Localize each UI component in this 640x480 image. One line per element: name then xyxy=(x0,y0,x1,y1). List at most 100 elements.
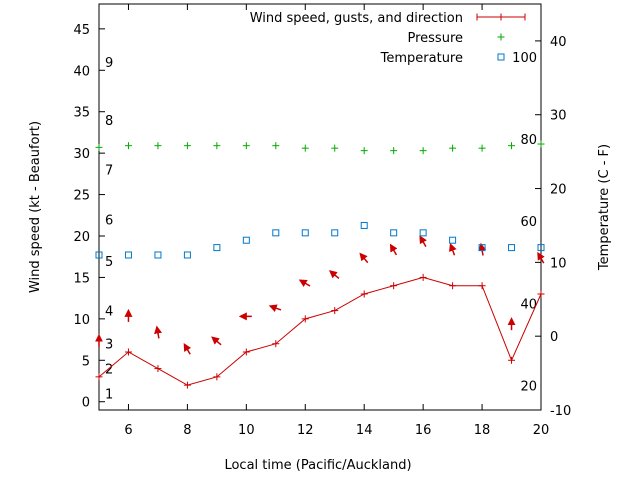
wind-speed-point xyxy=(301,315,309,323)
fahrenheit-label: 20 xyxy=(520,380,537,395)
temperature-point xyxy=(272,229,280,237)
wind-direction-arrow xyxy=(389,243,398,256)
temperature-point xyxy=(301,229,309,237)
temperature-point xyxy=(537,244,545,252)
beaufort-label: 2 xyxy=(105,363,113,378)
y2-tick-label: 0 xyxy=(550,330,558,345)
legend-label: Pressure xyxy=(407,31,463,46)
x-tick-label: 18 xyxy=(474,423,491,438)
wind-speed-point xyxy=(478,282,486,290)
y-axis-label: Wind speed (kt - Beaufort) xyxy=(28,121,43,293)
beaufort-label: 8 xyxy=(105,114,113,129)
beaufort-label: 5 xyxy=(105,255,113,270)
x-tick-label: 10 xyxy=(238,423,255,438)
y2-tick-label: 20 xyxy=(550,183,567,198)
wind-direction-arrow xyxy=(154,325,162,339)
wind-direction-arrow xyxy=(449,243,457,256)
wind-speed-point xyxy=(537,290,545,298)
fahrenheit-label: 100 xyxy=(512,51,537,66)
wind-speed-point xyxy=(331,307,339,315)
legend-swatch-square xyxy=(497,53,505,61)
pressure-point xyxy=(390,147,398,155)
x-tick-label: 16 xyxy=(415,423,432,438)
axes-frame xyxy=(98,3,542,411)
y-tick-label: 30 xyxy=(73,147,90,162)
wind-speed-point xyxy=(272,340,280,348)
y2-tick-label: 40 xyxy=(550,35,567,50)
pressure-point xyxy=(360,147,368,155)
temperature-point xyxy=(95,251,103,259)
pressure-point xyxy=(272,142,280,150)
pressure-point xyxy=(478,144,486,152)
wind-speed-point xyxy=(419,273,427,281)
wind-direction-arrow xyxy=(298,279,311,287)
legend-label: Wind speed, gusts, and direction xyxy=(250,11,463,26)
plot-border xyxy=(98,3,542,411)
legend: Wind speed, gusts, and direction Pressure… xyxy=(250,11,526,66)
y2-tick-label: 10 xyxy=(550,256,567,271)
temperature-point xyxy=(331,229,339,237)
wind-speed-point xyxy=(124,348,132,356)
fahrenheit-label: 60 xyxy=(520,215,537,230)
wind-speed-point xyxy=(360,290,368,298)
tick-marks: 6 8 10 12 14 16 18 20051015202530354045-1001020… xyxy=(73,4,571,438)
x-tick-label: 12 xyxy=(297,423,314,438)
temperature-point xyxy=(183,251,191,259)
y-tick-label: 25 xyxy=(73,189,90,204)
y2-axis-label: Temperature (C - F) xyxy=(597,144,612,271)
wind-direction-arrow xyxy=(268,304,282,313)
pressure-point xyxy=(95,143,103,151)
wind-speed-point xyxy=(390,282,398,290)
wind-speed-point xyxy=(449,282,457,290)
pressure-point xyxy=(419,147,427,155)
y-tick-label: 5 xyxy=(82,354,90,369)
temperature-point xyxy=(124,251,132,259)
beaufort-label: 9 xyxy=(105,56,113,71)
pressure-point xyxy=(213,142,221,150)
temperature-point xyxy=(508,244,516,252)
pressure-point xyxy=(331,144,339,152)
wind-speed-line xyxy=(98,276,542,386)
pressure-point xyxy=(301,144,309,152)
wind-direction-arrow xyxy=(328,270,340,280)
series-layer xyxy=(95,140,545,389)
beaufort-label: 6 xyxy=(105,213,113,228)
wind-direction-arrow xyxy=(478,242,487,256)
wind-direction-arrow xyxy=(419,235,427,247)
temperature-point xyxy=(242,236,250,244)
pressure-point xyxy=(154,142,162,150)
y-tick-label: 10 xyxy=(73,313,90,328)
x-axis-label: Local time (Pacific/Auckland) xyxy=(224,458,411,473)
beaufort-label: 3 xyxy=(105,338,113,353)
wind-speed-point xyxy=(183,381,191,389)
x-tick-label: 6 xyxy=(124,423,132,438)
beaufort-label: 1 xyxy=(105,387,113,402)
temperature-point xyxy=(213,244,221,252)
wind-speed-point xyxy=(508,356,516,364)
x-tick-label: 8 xyxy=(183,423,191,438)
wind-speed-point xyxy=(154,365,162,373)
temperature-point xyxy=(360,221,368,229)
y-tick-label: 15 xyxy=(73,271,90,286)
wind-speed-point xyxy=(213,373,221,381)
y2-tick-label: 30 xyxy=(550,109,567,124)
x-tick-label: 20 xyxy=(533,423,550,438)
temperature-point xyxy=(154,251,162,259)
fahrenheit-label: 40 xyxy=(520,298,537,313)
fahrenheit-label: 80 xyxy=(520,133,537,148)
y-tick-label: 0 xyxy=(82,396,90,411)
beaufort-label: 7 xyxy=(105,164,113,179)
wind-speed-point xyxy=(242,348,250,356)
temperature-point xyxy=(419,229,427,237)
pressure-point xyxy=(508,142,516,150)
pressure-point xyxy=(242,142,250,150)
wind-direction-arrow xyxy=(211,336,222,346)
pressure-point xyxy=(537,140,545,148)
wind-speed-point xyxy=(95,373,103,381)
pressure-point xyxy=(449,144,457,152)
y2-tick-label: -10 xyxy=(550,404,571,419)
pressure-point xyxy=(124,142,132,150)
temperature-point xyxy=(390,229,398,237)
beaufort-label: 4 xyxy=(105,305,113,320)
